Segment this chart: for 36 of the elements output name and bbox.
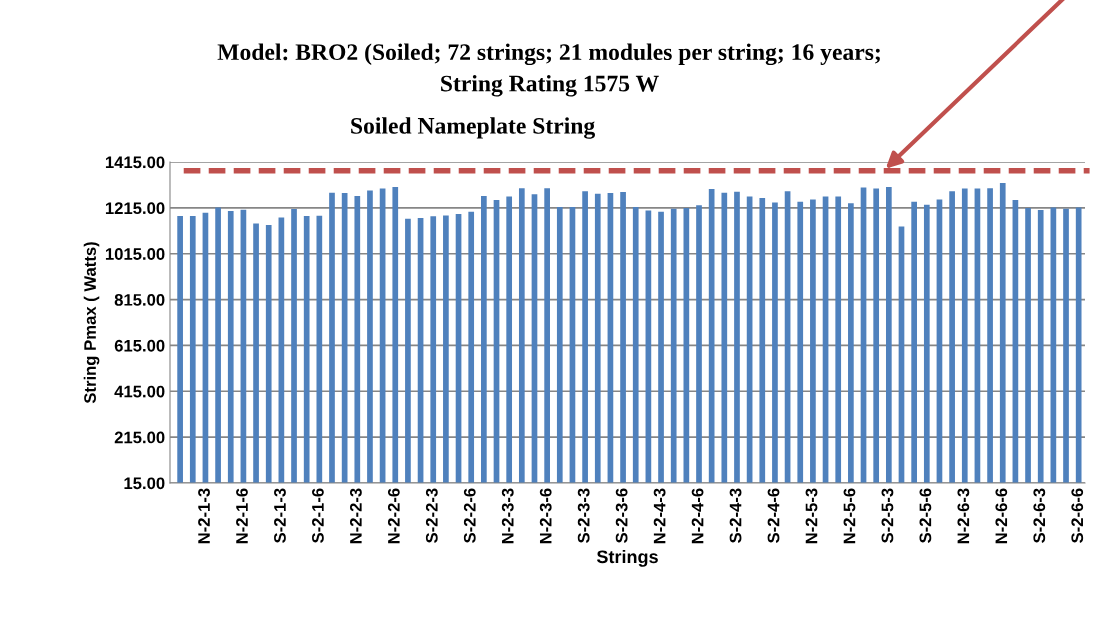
x-tick-label: S-2-2-6	[463, 488, 476, 543]
x-tick-label: S-2-5-6	[919, 488, 932, 543]
chart-title: Model: BRO2 (Soiled; 72 strings; 21 modules per string; 16 years; String Rating 1575 W	[217, 43, 880, 97]
y-tick-label: 1015.00	[105, 248, 165, 260]
y-tick-label: 15.00	[124, 477, 165, 490]
x-tick-label: S-2-4-6	[767, 488, 780, 543]
x-tick-label: S-2-1-3	[274, 488, 286, 543]
x-tick-label: N-2-6-3	[957, 488, 970, 544]
x-tick-label: N-2-6-6	[995, 488, 1008, 544]
x-tick-label: S-2-1-6	[312, 488, 324, 543]
x-tick-label: N-2-3-6	[539, 488, 552, 544]
x-tick-label: N-2-2-3	[349, 488, 362, 544]
x-tick-label: N-2-3-3	[501, 488, 514, 544]
x-tick-label: S-2-5-3	[881, 488, 894, 543]
x-tick-label: N-2-5-6	[843, 488, 856, 544]
x-tick-label: S-2-2-3	[425, 488, 438, 543]
x-tick-label: S-2-4-3	[729, 488, 742, 543]
x-tick-label: S-2-3-6	[615, 488, 628, 543]
x-tick-label: N-2-4-3	[653, 488, 666, 544]
y-axis-title: String Pmax ( Watts)	[83, 242, 100, 404]
y-tick-label: 815.00	[114, 293, 165, 306]
y-tick-label: 1215.00	[105, 202, 165, 215]
x-tick-label: N-2-1-3	[198, 488, 210, 544]
x-tick-label: S-2-3-3	[577, 488, 590, 543]
y-tick-label: 215.00	[114, 431, 165, 444]
x-axis-title: Strings	[596, 549, 658, 567]
x-tick-label: N-2-5-3	[805, 488, 818, 544]
x-tick-label: N-2-2-6	[387, 488, 400, 544]
y-tick-label: 1415.00	[105, 156, 165, 169]
x-tick-label: S-2-6-3	[1033, 488, 1046, 543]
y-tick-label: 415.00	[114, 385, 165, 398]
x-tick-label: N-2-1-6	[236, 488, 248, 544]
x-tick-label: N-2-4-6	[691, 488, 704, 544]
x-tick-label: S-2-6-6	[1071, 488, 1084, 543]
ref-line-label: Soiled Nameplate String	[351, 117, 595, 139]
y-tick-label: 615.00	[114, 339, 165, 352]
